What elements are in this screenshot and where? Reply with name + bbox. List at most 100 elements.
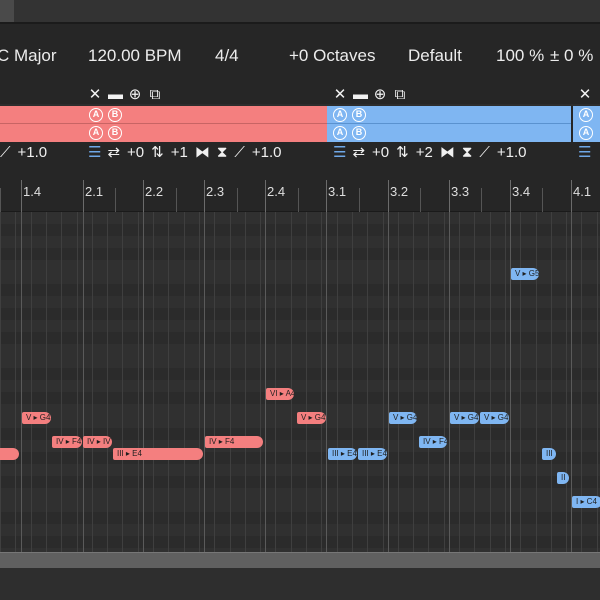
lane-a-blue-next[interactable]: A — [571, 106, 600, 124]
shift-value[interactable]: +0 — [372, 143, 390, 161]
lane-a-button[interactable]: A — [89, 126, 103, 140]
copy-icon[interactable]: ⧉ — [394, 86, 406, 103]
note-block[interactable]: V ▸ G4 — [389, 412, 417, 424]
lane-a-red[interactable]: A B — [0, 106, 327, 124]
dynamics-icon[interactable]: ⟋ — [479, 143, 490, 161]
dynamics-value[interactable]: +1.0 — [17, 143, 48, 161]
octave-offset-field[interactable]: +0 Octaves — [289, 46, 376, 65]
horizontal-scrollbar[interactable] — [0, 552, 600, 568]
lane-b-blue-next[interactable]: A — [571, 124, 600, 142]
grid-line — [398, 212, 399, 552]
spacer — [0, 162, 600, 180]
list-icon[interactable]: ☰ — [578, 144, 592, 161]
lane-a-button[interactable]: A — [579, 108, 593, 122]
shift-icon[interactable]: ⇄ — [107, 144, 121, 161]
list-icon[interactable]: ☰ — [333, 144, 347, 161]
list-icon[interactable]: ☰ — [88, 144, 102, 161]
piano-roll[interactable]: V ▸ G4 IV ▸ F4 IV ▸ IV III ▸ E4 IV ▸ F4 VI ▸ … — [0, 212, 600, 552]
dynamics-icon[interactable]: ⟋ — [234, 143, 245, 161]
add-circle-icon[interactable]: ⊕ — [373, 86, 387, 103]
lane-b-button[interactable]: B — [352, 126, 366, 140]
pitch-row — [0, 332, 600, 344]
transpose-icon[interactable]: ⇅ — [151, 144, 164, 161]
grid-line — [260, 212, 261, 552]
transpose-value[interactable]: +1 — [170, 143, 188, 161]
divider — [0, 22, 600, 24]
preset-selector[interactable]: Default — [408, 46, 462, 65]
grid-line — [383, 212, 384, 552]
grid-line — [245, 212, 246, 552]
transpose-icon[interactable]: ⇅ — [396, 144, 409, 161]
tab-handle[interactable] — [0, 0, 14, 22]
note-block[interactable]: V ▸ G4 — [297, 412, 326, 424]
close-icon[interactable]: ✕ — [88, 86, 102, 103]
note-block[interactable]: V ▸ G4 — [22, 412, 51, 424]
note-block[interactable]: V ▸ G5 — [511, 268, 539, 280]
note-block[interactable]: IV ▸ F4 — [205, 436, 263, 448]
note-block[interactable] — [0, 448, 19, 460]
note-block[interactable]: III ▸ E4 — [113, 448, 203, 460]
grid-line — [92, 212, 93, 552]
close-icon[interactable]: ✕ — [578, 86, 592, 103]
grid-line — [536, 212, 537, 552]
note-block[interactable]: V ▸ G4 — [450, 412, 479, 424]
lane-b-red[interactable]: A B — [0, 124, 327, 142]
pitch-row — [0, 428, 600, 440]
note-block[interactable]: III ▸ E4 — [328, 448, 357, 460]
flip-icon[interactable]: ⧗ — [461, 143, 473, 161]
shift-value[interactable]: +0 — [127, 143, 145, 161]
note-block[interactable]: IV ▸ IV — [83, 436, 112, 448]
lane-a-button[interactable]: A — [89, 108, 103, 122]
tempo-field[interactable]: 120.00 BPM — [88, 46, 182, 65]
grid-line — [46, 212, 47, 552]
note-block[interactable]: V ▸ G4 — [480, 412, 509, 424]
transpose-value[interactable]: +2 — [415, 143, 433, 161]
pitch-row — [0, 356, 600, 368]
dynamics-value[interactable]: +1.0 — [496, 143, 527, 161]
grid-line — [199, 212, 200, 552]
grid-line — [31, 212, 32, 552]
grid-line — [214, 212, 215, 552]
add-circle-icon[interactable]: ⊕ — [128, 86, 142, 103]
grid-line — [77, 212, 78, 552]
dynamics-icon[interactable]: ⟋ — [0, 143, 11, 161]
lane-a-button[interactable]: A — [333, 108, 347, 122]
mirror-icon[interactable]: ⧓ — [194, 144, 210, 161]
grid-line — [337, 212, 338, 552]
shift-icon[interactable]: ⇄ — [352, 144, 366, 161]
lane-b-button[interactable]: B — [108, 126, 122, 140]
grid-line — [459, 212, 460, 552]
lane-b-button[interactable]: B — [108, 108, 122, 122]
note-block[interactable]: IV ▸ F4 — [52, 436, 82, 448]
timeline-ruler[interactable]: 1.4 2.1 2.2 2.3 2.4 3.1 3.2 3.3 3.4 4.1 — [0, 180, 600, 212]
lane-a-button[interactable]: A — [333, 126, 347, 140]
note-block[interactable]: II — [557, 472, 569, 484]
lane-a-blue[interactable]: A B — [327, 106, 571, 124]
grid-line — [275, 212, 276, 552]
pitch-row — [0, 308, 600, 320]
time-signature-field[interactable]: 4/4 — [215, 46, 239, 65]
beat-line — [449, 212, 450, 552]
pitch-row — [0, 488, 600, 500]
note-block[interactable]: I ▸ C4 — [572, 496, 600, 508]
lane-b-button[interactable]: B — [352, 108, 366, 122]
minus-icon[interactable]: ▬ — [108, 86, 123, 103]
note-block[interactable]: VI ▸ A4 — [266, 388, 294, 400]
velocity-offset-field[interactable]: ± 0 % — [550, 46, 594, 65]
lane-b-blue[interactable]: A B — [327, 124, 571, 142]
close-icon[interactable]: ✕ — [333, 86, 347, 103]
dynamics-value[interactable]: +1.0 — [251, 143, 282, 161]
beat-line — [21, 212, 22, 552]
mirror-icon[interactable]: ⧓ — [439, 144, 455, 161]
copy-icon[interactable]: ⧉ — [149, 86, 161, 103]
note-block[interactable]: III — [542, 448, 556, 460]
velocity-field[interactable]: 100 % — [496, 46, 545, 65]
key-selector[interactable]: C Major — [0, 46, 57, 65]
note-block[interactable]: III ▸ E4 — [358, 448, 387, 460]
note-block[interactable]: IV ▸ F4 — [419, 436, 447, 448]
ruler-minor-tick — [115, 188, 116, 212]
lane-a-button[interactable]: A — [579, 126, 593, 140]
minus-icon[interactable]: ▬ — [353, 86, 368, 103]
flip-icon[interactable]: ⧗ — [216, 143, 228, 161]
track-params-row: ⟋ +1.0 ☰ ⇄ +0 ⇅ +1 ⧓ ⧗ ⟋ +1.0 ☰ ⇄ +0 ⇅ +… — [0, 142, 600, 162]
